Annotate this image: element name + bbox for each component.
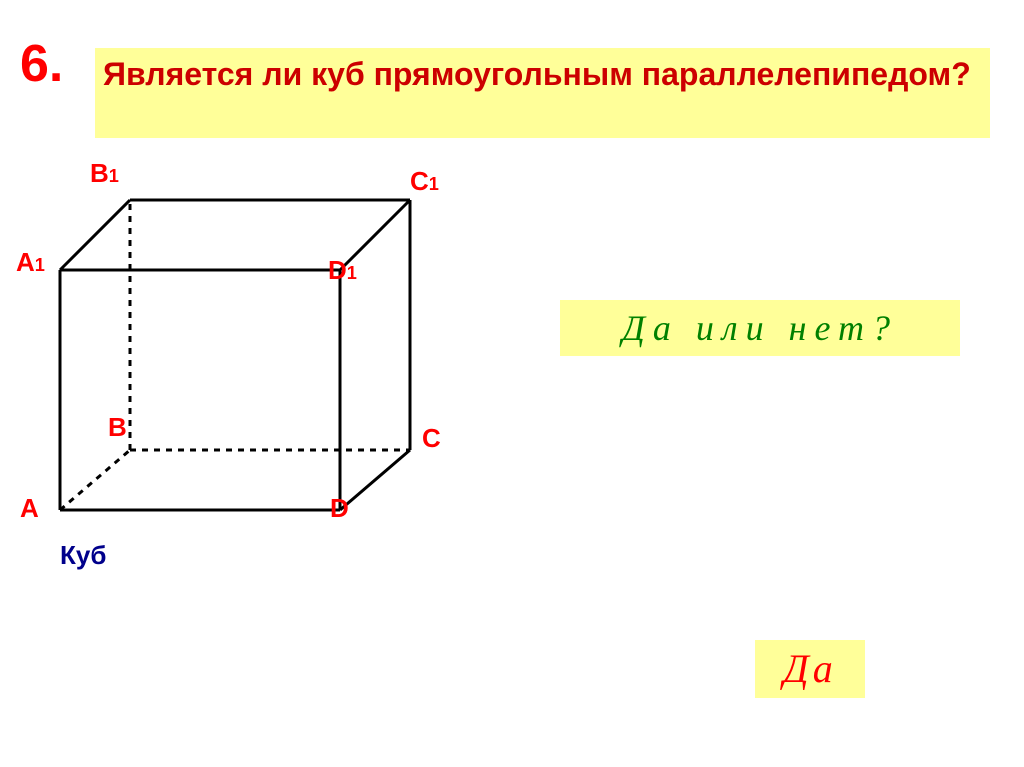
vertex-label-D: D — [330, 493, 349, 524]
cube-caption: Куб — [60, 540, 106, 571]
vertex-label-D1: D1 — [328, 255, 357, 286]
vertex-label-C1: C1 — [410, 166, 439, 197]
cube-diagram — [30, 160, 450, 560]
vertex-label-B1: B1 — [90, 158, 119, 189]
vertex-label-A: A — [20, 493, 39, 524]
prompt-text: Да или нет? — [560, 300, 960, 356]
vertex-label-A1: A1 — [16, 247, 45, 278]
vertex-label-B: B — [108, 412, 127, 443]
answer-text: Да — [755, 640, 865, 698]
question-number: 6. — [20, 34, 63, 94]
question-text: Является ли куб прямоугольным параллелеп… — [95, 48, 990, 138]
vertex-label-C: C — [422, 423, 441, 454]
